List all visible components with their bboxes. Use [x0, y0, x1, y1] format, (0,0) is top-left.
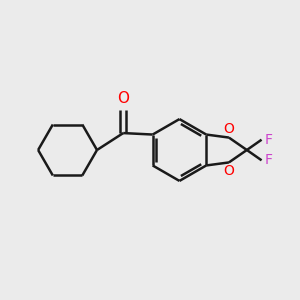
- Text: F: F: [265, 153, 272, 167]
- Text: O: O: [224, 164, 234, 178]
- Text: O: O: [117, 91, 129, 106]
- Text: F: F: [265, 133, 272, 147]
- Text: O: O: [224, 122, 234, 136]
